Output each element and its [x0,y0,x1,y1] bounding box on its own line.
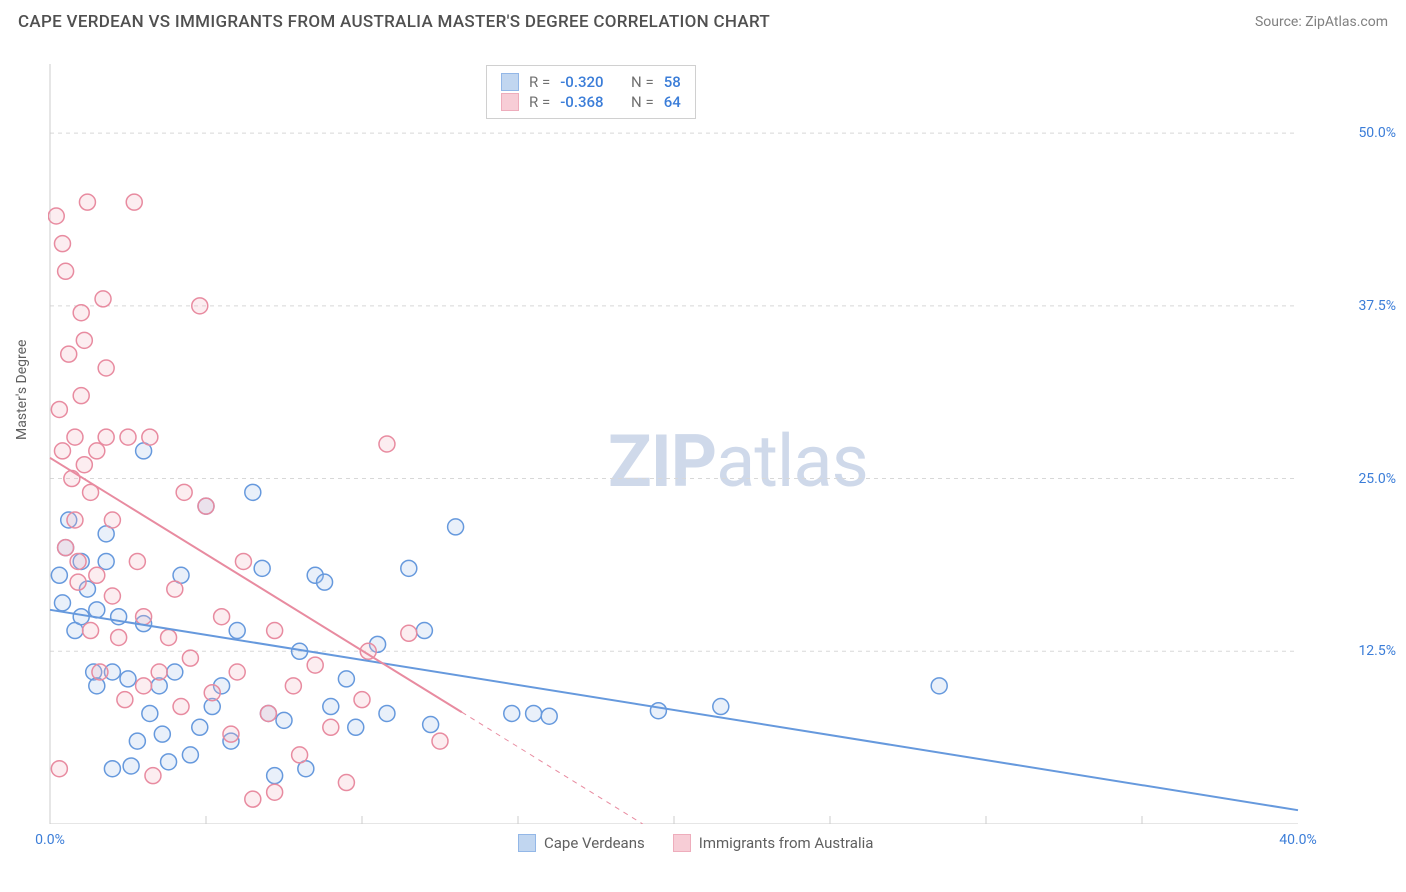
stats-swatch-icon [501,93,519,111]
source-attribution: Source: ZipAtlas.com [1255,14,1388,30]
legend-item: Cape Verdeans [518,834,645,852]
scatter-plot [48,64,1348,824]
legend-label: Immigrants from Australia [699,834,874,852]
stats-swatch-icon [501,73,519,91]
x-tick-label: 0.0% [35,832,65,848]
legend-swatch-icon [518,834,536,852]
legend-swatch-icon [673,834,691,852]
y-tick-label: 37.5% [1358,298,1396,314]
x-tick-label: 40.0% [1279,832,1317,848]
chart-title: CAPE VERDEAN VS IMMIGRANTS FROM AUSTRALI… [18,12,770,32]
legend-item: Immigrants from Australia [673,834,874,852]
y-axis-label: Master's Degree [14,340,30,440]
y-tick-label: 50.0% [1358,125,1396,141]
stats-row: R =-0.368 N =64 [501,92,681,112]
stats-box: R =-0.320 N =58R =-0.368 N =64 [486,65,696,119]
y-tick-label: 12.5% [1358,643,1396,659]
stats-row: R =-0.320 N =58 [501,72,681,92]
legend-label: Cape Verdeans [544,834,645,852]
header: CAPE VERDEAN VS IMMIGRANTS FROM AUSTRALI… [0,0,1406,40]
chart-area: ZIPatlas R =-0.320 N =58R =-0.368 N =64 … [48,64,1348,824]
y-tick-label: 25.0% [1358,471,1396,487]
legend: Cape Verdeans Immigrants from Australia [518,834,873,852]
